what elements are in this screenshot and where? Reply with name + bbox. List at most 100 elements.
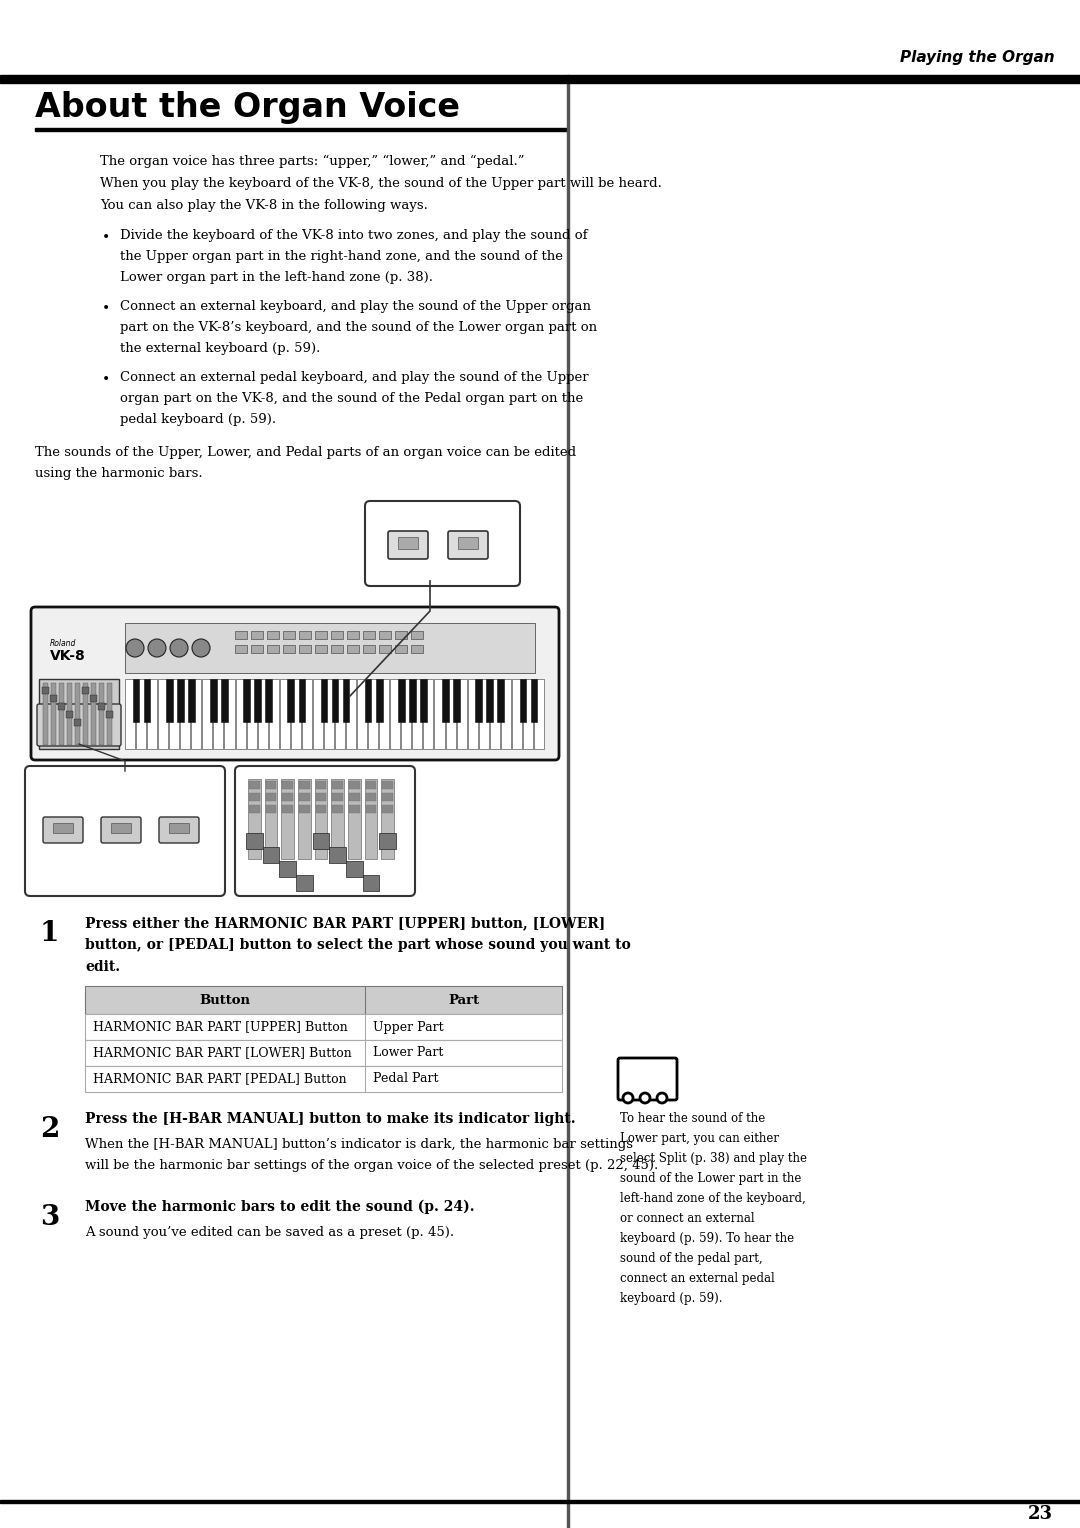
Text: LOWER: LOWER xyxy=(106,805,136,814)
Bar xyxy=(411,645,423,652)
Bar xyxy=(50,695,57,701)
Bar xyxy=(280,860,296,877)
Bar xyxy=(265,779,278,859)
Bar xyxy=(280,678,289,749)
Bar xyxy=(346,860,363,877)
Text: L—DEMO—J: L—DEMO—J xyxy=(418,562,467,571)
Bar xyxy=(283,631,295,639)
Text: select Split (p. 38) and play the: select Split (p. 38) and play the xyxy=(620,1152,807,1164)
FancyBboxPatch shape xyxy=(618,1057,677,1100)
Bar xyxy=(512,678,522,749)
Bar xyxy=(363,876,379,891)
Bar xyxy=(202,678,213,749)
Bar xyxy=(519,678,526,723)
Circle shape xyxy=(623,1093,633,1103)
Bar xyxy=(379,645,391,652)
Bar xyxy=(402,678,411,749)
Bar xyxy=(411,631,423,639)
Bar xyxy=(501,678,511,749)
Bar xyxy=(291,678,301,749)
Bar xyxy=(315,805,326,813)
Bar xyxy=(107,683,112,746)
Bar xyxy=(266,678,272,723)
Bar xyxy=(133,678,139,723)
Bar xyxy=(235,631,247,639)
Bar xyxy=(267,645,279,652)
Text: keyboard (p. 59). To hear the: keyboard (p. 59). To hear the xyxy=(620,1232,794,1245)
Text: the external keyboard (p. 59).: the external keyboard (p. 59). xyxy=(120,342,321,354)
Text: When the [H-BAR MANUAL] button’s indicator is dark, the harmonic bar settings: When the [H-BAR MANUAL] button’s indicat… xyxy=(85,1138,633,1151)
Bar xyxy=(534,678,544,749)
Bar xyxy=(42,688,49,694)
Text: •: • xyxy=(102,373,110,387)
Text: or connect an external: or connect an external xyxy=(620,1212,755,1225)
Bar xyxy=(395,645,407,652)
Bar xyxy=(85,1067,562,1093)
Bar xyxy=(266,793,276,801)
Bar xyxy=(299,631,311,639)
Bar xyxy=(39,678,119,749)
Text: HARMONIC BAR PART: HARMONIC BAR PART xyxy=(67,785,184,795)
Bar xyxy=(188,678,194,723)
Text: HARMONIC BAR PART [PEDAL] Button: HARMONIC BAR PART [PEDAL] Button xyxy=(93,1073,347,1085)
Bar xyxy=(251,645,264,652)
Text: edit.: edit. xyxy=(85,960,120,973)
Bar xyxy=(299,805,310,813)
Bar xyxy=(390,678,401,749)
Bar xyxy=(67,683,72,746)
Text: Lower part, you can either: Lower part, you can either xyxy=(620,1132,779,1144)
Bar xyxy=(349,793,360,801)
Bar xyxy=(301,678,312,749)
Bar xyxy=(315,781,326,788)
Bar xyxy=(315,645,327,652)
Bar xyxy=(335,678,345,749)
Text: Divide the keyboard of the VK-8 into two zones, and play the sound of: Divide the keyboard of the VK-8 into two… xyxy=(120,229,588,241)
Circle shape xyxy=(148,639,166,657)
Bar xyxy=(43,683,48,746)
Bar xyxy=(365,678,372,723)
Text: will be the harmonic bar settings of the organ voice of the selected preset (p. : will be the harmonic bar settings of the… xyxy=(85,1160,658,1172)
Bar xyxy=(333,793,343,801)
Bar xyxy=(251,631,264,639)
Bar xyxy=(347,645,359,652)
Circle shape xyxy=(640,1093,650,1103)
Text: Roland: Roland xyxy=(50,639,77,648)
Text: SPLIT: SPLIT xyxy=(396,513,420,523)
Bar xyxy=(170,678,179,749)
Bar xyxy=(99,683,104,746)
Bar xyxy=(347,631,359,639)
Bar xyxy=(458,536,478,549)
Text: About the Organ Voice: About the Organ Voice xyxy=(35,92,460,124)
Bar xyxy=(523,678,532,749)
Text: The sounds of the Upper, Lower, and Pedal parts of an organ voice can be edited: The sounds of the Upper, Lower, and Peda… xyxy=(35,446,576,458)
Bar xyxy=(58,703,65,711)
Bar xyxy=(299,793,310,801)
Bar xyxy=(382,805,393,813)
Bar xyxy=(313,833,329,850)
Bar xyxy=(332,779,345,859)
Bar xyxy=(269,678,279,749)
Bar xyxy=(330,631,343,639)
Bar xyxy=(342,678,349,723)
Text: Button: Button xyxy=(200,993,251,1007)
Bar xyxy=(282,781,293,788)
Text: 2: 2 xyxy=(40,1115,59,1143)
FancyBboxPatch shape xyxy=(43,817,83,843)
Bar xyxy=(243,678,249,723)
Bar xyxy=(478,678,489,749)
Bar xyxy=(249,781,259,788)
Bar xyxy=(214,678,224,749)
Bar xyxy=(144,678,150,723)
Bar xyxy=(180,678,190,749)
Text: keyboard (p. 59).: keyboard (p. 59). xyxy=(620,1293,723,1305)
Bar xyxy=(266,781,276,788)
Bar xyxy=(446,678,456,749)
Bar xyxy=(348,779,361,859)
Bar xyxy=(434,678,445,749)
Text: Connect an external pedal keyboard, and play the sound of the Upper: Connect an external pedal keyboard, and … xyxy=(120,371,589,384)
Bar xyxy=(468,678,477,749)
Bar xyxy=(82,688,89,694)
Bar xyxy=(366,781,376,788)
Bar xyxy=(0,75,1080,83)
Bar xyxy=(296,876,313,891)
